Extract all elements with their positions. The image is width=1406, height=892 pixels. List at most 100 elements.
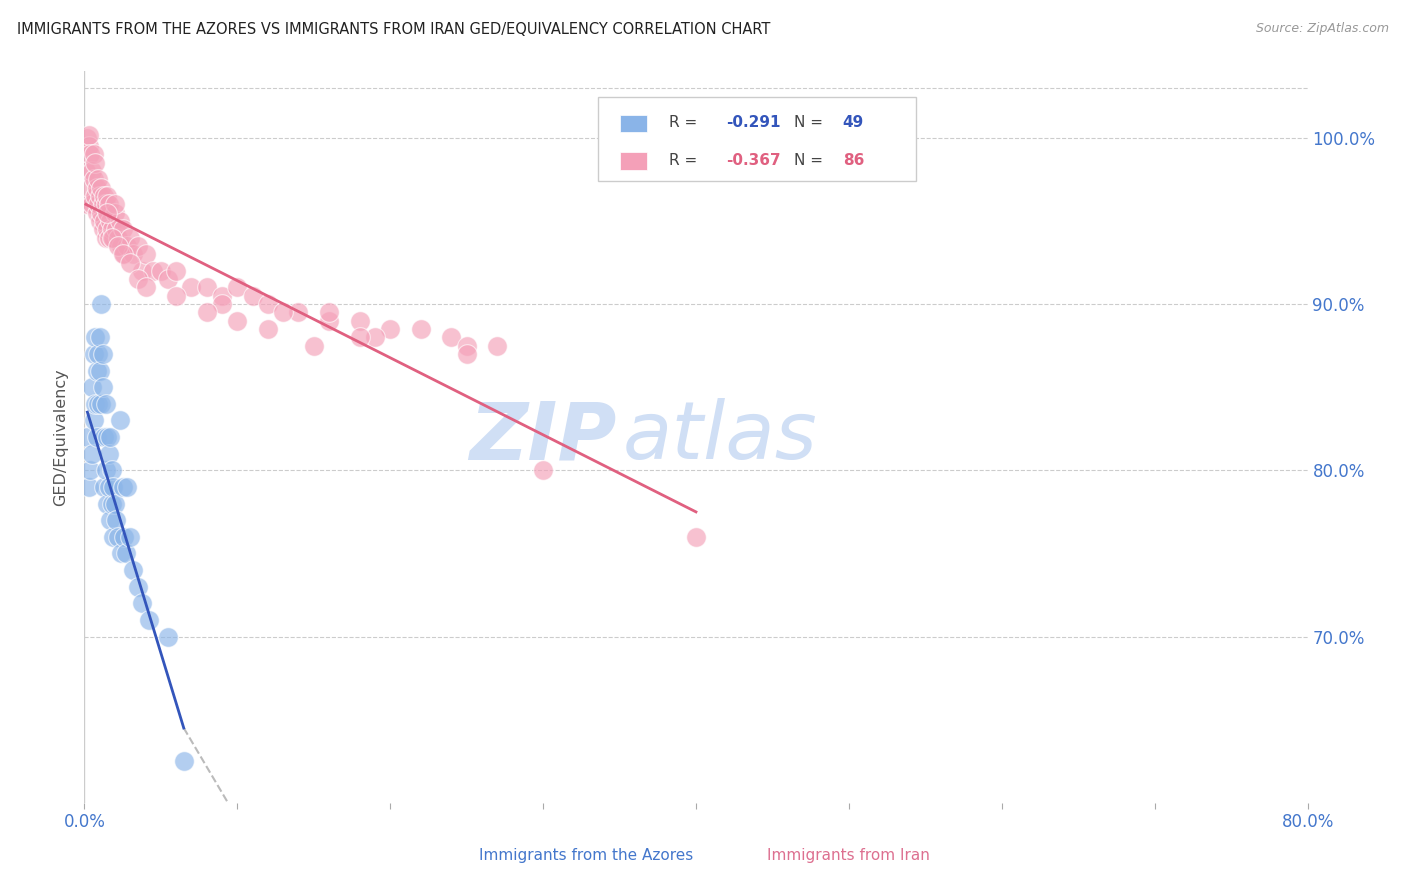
- Point: [101, 463, 124, 477]
- Point: [76, 131, 98, 145]
- Point: [103, 230, 125, 244]
- Point: [111, 480, 134, 494]
- Point: [98, 513, 121, 527]
- Point: [79, 463, 101, 477]
- Point: [110, 239, 132, 253]
- Point: [75, 164, 97, 178]
- Point: [91, 380, 114, 394]
- Point: [97, 197, 120, 211]
- Point: [138, 613, 160, 627]
- Point: [107, 239, 129, 253]
- Point: [456, 347, 478, 361]
- Point: [108, 214, 131, 228]
- Point: [94, 397, 117, 411]
- Point: [107, 530, 129, 544]
- Point: [87, 347, 110, 361]
- Point: [90, 397, 112, 411]
- Point: [90, 180, 112, 194]
- Point: [77, 480, 100, 494]
- Point: [103, 530, 125, 544]
- Point: [257, 322, 280, 336]
- Text: 86: 86: [842, 153, 865, 168]
- Point: [111, 222, 134, 236]
- Point: [84, 330, 107, 344]
- Bar: [446, 847, 472, 863]
- Point: [83, 347, 105, 361]
- Point: [101, 222, 124, 236]
- Point: [101, 497, 124, 511]
- Text: IMMIGRANTS FROM THE AZORES VS IMMIGRANTS FROM IRAN GED/EQUIVALENCY CORRELATION C: IMMIGRANTS FROM THE AZORES VS IMMIGRANTS…: [17, 22, 770, 37]
- Point: [318, 314, 340, 328]
- Point: [165, 289, 187, 303]
- Point: [84, 189, 107, 203]
- Point: [111, 247, 134, 261]
- Bar: [598, 97, 917, 181]
- Point: [97, 230, 120, 244]
- Point: [226, 280, 249, 294]
- Point: [83, 413, 105, 427]
- Point: [157, 272, 180, 286]
- Point: [107, 230, 129, 244]
- Point: [96, 222, 118, 236]
- Point: [93, 480, 115, 494]
- Point: [211, 289, 233, 303]
- Bar: [620, 153, 647, 170]
- Point: [257, 297, 280, 311]
- Point: [211, 297, 233, 311]
- Point: [127, 580, 149, 594]
- Point: [91, 347, 114, 361]
- Point: [110, 546, 132, 560]
- Point: [103, 480, 125, 494]
- Point: [165, 264, 187, 278]
- Point: [94, 230, 117, 244]
- Point: [80, 164, 103, 178]
- Point: [287, 305, 309, 319]
- Point: [112, 530, 135, 544]
- Point: [115, 239, 138, 253]
- Point: [76, 430, 98, 444]
- Text: -0.367: -0.367: [727, 153, 782, 168]
- Point: [685, 530, 707, 544]
- Point: [86, 205, 108, 219]
- Point: [93, 430, 115, 444]
- Point: [127, 272, 149, 286]
- Point: [96, 497, 118, 511]
- Point: [80, 447, 103, 461]
- Point: [84, 397, 107, 411]
- Point: [94, 463, 117, 477]
- Bar: [733, 847, 759, 863]
- Point: [380, 322, 402, 336]
- Point: [87, 197, 110, 211]
- Point: [149, 264, 172, 278]
- Point: [94, 197, 117, 211]
- Point: [440, 330, 463, 344]
- Point: [157, 630, 180, 644]
- Text: N =: N =: [794, 153, 823, 168]
- Point: [83, 147, 105, 161]
- Text: Immigrants from the Azores: Immigrants from the Azores: [479, 848, 693, 863]
- Text: atlas: atlas: [623, 398, 817, 476]
- Point: [122, 247, 145, 261]
- Point: [142, 264, 165, 278]
- Point: [108, 413, 131, 427]
- Point: [135, 247, 157, 261]
- Point: [349, 330, 371, 344]
- Point: [79, 147, 101, 161]
- Point: [87, 397, 110, 411]
- Point: [131, 264, 153, 278]
- Point: [120, 530, 142, 544]
- Point: [89, 330, 111, 344]
- Point: [173, 754, 195, 768]
- Point: [302, 339, 325, 353]
- Point: [104, 197, 127, 211]
- Point: [120, 255, 142, 269]
- Point: [364, 330, 387, 344]
- Point: [349, 314, 371, 328]
- Point: [96, 430, 118, 444]
- Point: [86, 430, 108, 444]
- Point: [80, 380, 103, 394]
- Point: [122, 563, 145, 577]
- Point: [80, 197, 103, 211]
- Point: [101, 230, 124, 244]
- Point: [89, 363, 111, 377]
